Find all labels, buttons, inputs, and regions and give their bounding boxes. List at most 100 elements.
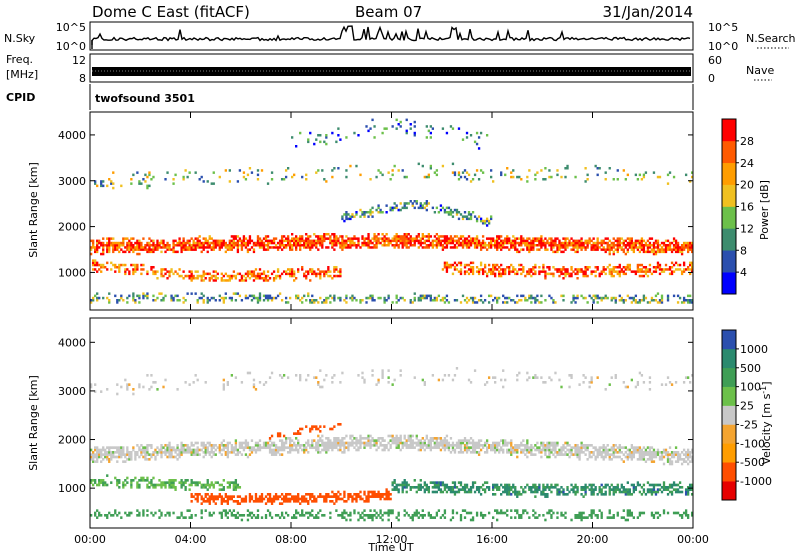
heatmap-cell [126,383,129,386]
heatmap-cell [110,514,113,517]
heatmap-cell [178,274,181,278]
heatmap-cell [383,301,386,304]
heatmap-cell [459,244,463,247]
heatmap-cell [194,237,197,240]
heatmap-cell [168,479,171,482]
heatmap-cell [500,509,503,512]
heatmap-cell [349,514,352,517]
heatmap-cell [389,208,392,212]
heatmap-cell [684,244,688,247]
heatmap-cell [447,444,451,447]
heatmap-cell [526,455,529,459]
heatmap-cell [562,444,565,447]
heatmap-cell [401,446,404,449]
heatmap-cell [453,451,457,454]
heatmap-cell [144,180,147,183]
heatmap-cell [518,175,521,179]
heatmap-cell [262,279,266,282]
heatmap-cell [658,268,662,271]
heatmap-cell [496,241,499,245]
heatmap-cell [457,211,461,214]
heatmap-cell [321,241,324,245]
heatmap-cell [118,250,121,254]
heatmap-cell [118,246,121,249]
heatmap-cell [160,250,163,254]
heatmap-cell [403,241,406,245]
heatmap-cell [656,292,660,295]
heatmap-cell [600,239,603,243]
heatmap-cell [140,479,143,482]
heatmap-cell [110,237,113,240]
heatmap-cell [280,248,284,251]
heatmap-cell [162,296,165,300]
heatmap-cell [118,511,121,515]
heatmap-cell [307,374,310,377]
heatmap-cell [327,495,330,498]
heatmap-cell [383,439,386,442]
heatmap-cell [218,448,221,452]
heatmap-cell [449,488,453,491]
heatmap-cell [636,266,640,269]
heatmap-cell [317,381,320,384]
heatmap-cell [652,248,656,251]
heatmap-cell [286,239,290,243]
heatmap-cell [383,244,386,247]
heatmap-cell [494,381,497,384]
heatmap-cell [148,246,151,249]
heatmap-cell [100,252,103,256]
heatmap-cell [538,248,541,251]
heatmap-cell [622,239,625,243]
heatmap-cell [578,241,581,245]
heatmap-cell [315,239,318,243]
heatmap-cell [540,244,543,247]
heatmap-cell [385,204,388,207]
heatmap-cell [196,270,199,273]
heatmap-cell [508,270,511,273]
heatmap-cell [479,169,483,172]
heatmap-cell [439,239,443,243]
heatmap-cell [154,246,157,249]
heatmap-cell [453,171,457,174]
heatmap-cell [634,239,638,243]
heatmap-cell [618,266,621,269]
heatmap-cell [146,244,149,247]
heatmap-cell [327,270,330,273]
heatmap-cell [558,270,561,273]
heatmap-cell [540,493,543,496]
heatmap-cell [459,444,463,447]
heatmap-cell [351,439,354,442]
heatmap-cell [475,446,479,449]
heatmap-cell [144,248,147,251]
heatmap-cell [120,263,123,267]
heatmap-cell [425,175,428,179]
heatmap-cell [297,294,300,298]
heatmap-cell [421,237,424,240]
heatmap-cell [457,241,461,245]
heatmap-cell [248,277,252,280]
heatmap-cell [449,437,453,440]
heatmap-cell [100,460,103,463]
heatmap-cell [92,299,95,302]
heatmap-cell [212,486,215,489]
heatmap-cell [341,235,344,238]
heatmap-cell [481,244,485,247]
heatmap-cell [278,244,282,247]
heatmap-cell [640,178,644,181]
heatmap-cell [108,448,111,452]
heatmap-cell [168,451,171,454]
heatmap-cell [335,441,338,445]
heatmap-cell [311,495,314,498]
heatmap-cell [242,237,246,240]
heatmap-cell [544,451,547,454]
heatmap-cell [682,244,686,247]
heatmap-cell [387,381,390,384]
heatmap-cell [208,277,211,280]
heatmap-cell [397,441,400,445]
heatmap-cell [293,514,296,517]
heatmap-cell [471,483,475,487]
heatmap-cell [226,244,229,247]
heatmap-cell [506,167,509,170]
heatmap-cell [311,509,314,512]
heatmap-cell [496,441,499,445]
heatmap-cell [453,444,457,447]
